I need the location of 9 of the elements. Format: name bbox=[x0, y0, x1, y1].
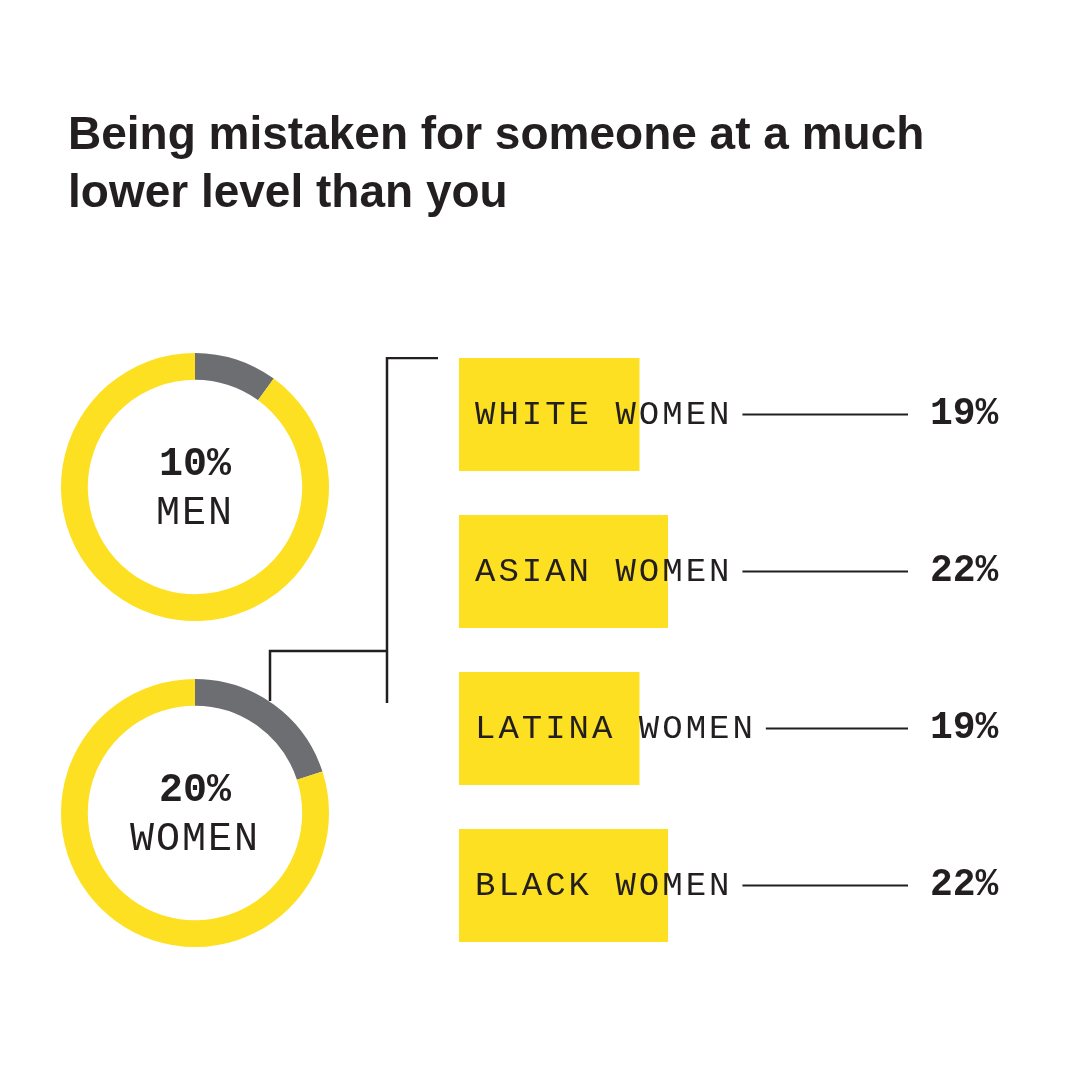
data-label: 19% bbox=[930, 392, 999, 436]
text: Being mistaken for someone at a much lower level than you bbox=[68, 106, 926, 219]
data-label: 19% bbox=[930, 706, 999, 750]
slice-label: MEN bbox=[155, 490, 235, 536]
data-label: 22% bbox=[930, 549, 999, 593]
data-label: 22% bbox=[930, 863, 999, 907]
data-label: 20% bbox=[158, 768, 232, 814]
data-label: 10% bbox=[158, 442, 232, 488]
slice-label: WOMEN bbox=[129, 816, 261, 862]
